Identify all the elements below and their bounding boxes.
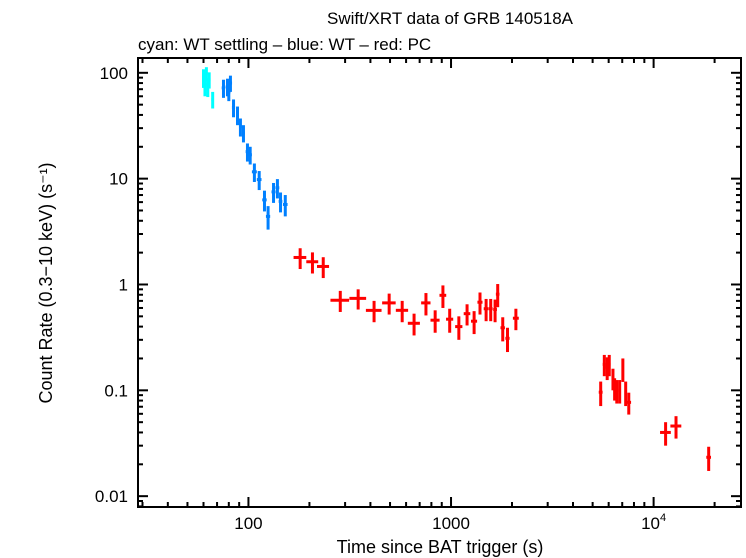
data-point bbox=[615, 380, 619, 404]
data-point bbox=[607, 354, 611, 377]
data-point bbox=[245, 143, 250, 162]
series-pc bbox=[293, 248, 712, 471]
data-point bbox=[231, 99, 236, 118]
x-axis-label: Time since BAT trigger (s) bbox=[337, 537, 544, 557]
series-wt-settling bbox=[201, 67, 215, 109]
data-point bbox=[626, 392, 632, 415]
data-point bbox=[317, 257, 330, 279]
data-point bbox=[477, 292, 483, 315]
data-point bbox=[483, 298, 489, 322]
chart-subtitle: cyan: WT settling – blue: WT – red: PC bbox=[138, 35, 431, 54]
x-tick-label: 104 bbox=[641, 512, 666, 533]
tick-labels: 100 1000 104 100 10 1 0.1 0.01 bbox=[95, 64, 666, 533]
data-point bbox=[256, 171, 262, 191]
data-point bbox=[271, 182, 276, 203]
y-tick-label: 10 bbox=[109, 170, 128, 189]
series-wt bbox=[221, 75, 288, 230]
data-point bbox=[602, 354, 606, 377]
data-point bbox=[512, 308, 519, 331]
data-point bbox=[211, 91, 215, 109]
y-tick-label: 0.01 bbox=[95, 487, 128, 506]
data-point bbox=[495, 284, 500, 308]
data-point bbox=[228, 75, 233, 92]
data-point bbox=[227, 84, 231, 102]
x-tick-label: 1000 bbox=[432, 514, 470, 533]
data-point bbox=[624, 381, 628, 407]
data-point bbox=[241, 125, 245, 143]
data-point bbox=[598, 381, 603, 407]
data-point bbox=[493, 299, 497, 323]
data-point bbox=[618, 380, 622, 404]
data-point bbox=[235, 106, 239, 126]
data-point bbox=[471, 311, 478, 335]
data-point bbox=[446, 308, 454, 333]
data-point bbox=[282, 195, 288, 217]
data-point bbox=[382, 293, 396, 315]
data-point bbox=[463, 304, 471, 326]
data-point bbox=[251, 163, 257, 182]
data-point bbox=[238, 118, 242, 137]
data-point bbox=[265, 206, 271, 230]
data-point bbox=[670, 416, 682, 439]
data-point bbox=[306, 252, 319, 274]
data-point bbox=[275, 179, 280, 199]
data-point bbox=[421, 293, 431, 316]
y-tick-label: 100 bbox=[100, 64, 128, 83]
data-point bbox=[621, 358, 625, 382]
plot-frame bbox=[137, 57, 742, 508]
data-point bbox=[395, 300, 409, 323]
data-point bbox=[430, 310, 440, 333]
data-point bbox=[488, 298, 493, 322]
data-points bbox=[201, 67, 712, 471]
x-tick-label-exponent: 4 bbox=[660, 512, 666, 524]
data-point bbox=[330, 290, 350, 312]
data-point bbox=[660, 422, 671, 446]
data-point bbox=[349, 289, 367, 310]
y-axis-label: Count Rate (0.3−10 keV) (s⁻¹) bbox=[36, 162, 56, 403]
data-point bbox=[365, 300, 382, 323]
chart-title: Swift/XRT data of GRB 140518A bbox=[327, 9, 574, 28]
data-point bbox=[262, 190, 267, 212]
data-point bbox=[439, 285, 447, 308]
x-tick-label: 100 bbox=[234, 514, 262, 533]
axis-ticks bbox=[138, 58, 741, 508]
data-point bbox=[407, 313, 420, 336]
y-tick-label: 0.1 bbox=[104, 381, 128, 400]
data-point bbox=[221, 79, 226, 98]
data-point bbox=[505, 327, 510, 353]
data-point bbox=[278, 192, 283, 213]
data-point bbox=[248, 146, 252, 165]
data-point bbox=[293, 248, 307, 270]
data-point bbox=[455, 316, 463, 340]
data-point bbox=[706, 446, 712, 471]
data-point bbox=[500, 317, 505, 342]
y-tick-label: 1 bbox=[119, 275, 128, 294]
data-point bbox=[207, 72, 211, 89]
